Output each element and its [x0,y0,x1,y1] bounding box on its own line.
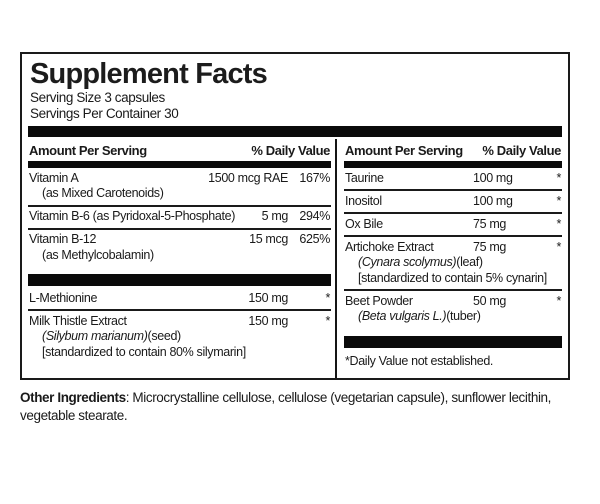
facts-column-left: Amount Per Serving % Daily Value Vitamin… [28,139,331,378]
left-amount-per-serving-header: Amount Per Serving [29,143,147,158]
nutrient-row-artichoke: Artichoke Extract 75 mg * (Cynara scolym… [344,237,562,291]
standardization-note: [standardized to contain 80% silymarin] [42,344,246,359]
nutrient-row-milk-thistle: Milk Thistle Extract 150 mg * (Silybum m… [28,311,331,363]
nutrient-name: Milk Thistle Extract [29,313,127,328]
nutrient-amount: 75 mg [473,239,506,254]
nutrient-dv: 294% [299,209,330,223]
left-daily-value-header: % Daily Value [251,143,330,158]
plant-part: (leaf) [456,255,483,269]
nutrient-amount: 100 mg [473,193,513,208]
plant-part: (tuber) [446,309,481,323]
nutrient-dv: * [556,293,561,308]
nutrient-dv: * [325,313,330,328]
serving-size-text: Serving Size 3 capsules [30,90,165,105]
nutrient-dv: * [556,239,561,254]
nutrient-amount: 50 mg [473,293,506,308]
right-column-header: Amount Per Serving % Daily Value [344,139,562,161]
nutrient-amount: 100 mg [473,170,513,185]
nutrient-form-note: (as Methylcobalamin) [42,247,154,262]
nutrient-name: Inositol [345,193,382,208]
nutrient-name: Artichoke Extract [345,239,434,254]
daily-value-footnote: *Daily Value not established. [345,353,494,368]
nutrient-row-l-methionine: L-Methionine 150 mg * [28,288,331,311]
nutrient-row-taurine: Taurine 100 mg * [344,168,562,191]
facts-column-right: Amount Per Serving % Daily Value Taurine… [337,139,562,378]
nutrient-row-ox-bile: Ox Bile 75 mg * [344,214,562,237]
nutrient-dv: * [325,290,330,305]
left-header-bar [28,161,331,168]
botanical-name-line: (Silybum marianum)(seed) [29,329,330,345]
nutrient-amount: 150 mg [248,290,288,305]
facts-columns: Amount Per Serving % Daily Value Vitamin… [28,139,562,378]
nutrient-amount: 75 mg [473,216,506,231]
nutrient-name: Ox Bile [345,216,383,231]
nutrient-row-vitamin-b12: Vitamin B-12 15 mcg 625% (as Methylcobal… [28,230,331,267]
nutrient-dv: * [556,170,561,185]
botanical-latin-name: (Cynara scolymus) [358,255,457,269]
nutrient-form-note: (as Mixed Carotenoids) [42,186,164,200]
nutrient-amount: 15 mcg [249,232,288,246]
other-ingredients-label: Other Ingredients [20,390,126,405]
other-ingredients-line1: Other Ingredients: Microcrystalline cell… [20,389,590,407]
servings-per-container-text: Servings Per Container 30 [30,106,179,121]
other-ingredients-paragraph: Other Ingredients: Microcrystalline cell… [20,389,590,424]
nutrient-row-beet-powder: Beet Powder 50 mg * (Beta vulgaris L.)(t… [344,291,562,328]
nutrient-dv: 625% [299,232,330,246]
nutrient-name: Vitamin A [29,170,79,185]
nutrient-row-vitamin-b6: Vitamin B-6 (as Pyridoxal-5-Phosphate) 5… [28,207,331,230]
nutrient-row-vitamin-a: Vitamin A 1500 mcg RAE 167% (as Mixed Ca… [28,168,331,207]
other-ingredients-text: : Microcrystalline cellulose, cellulose … [125,390,552,405]
header-divider-bar [28,126,562,137]
nutrient-row-inositol: Inositol 100 mg * [344,191,562,214]
nutrient-dv: * [556,216,561,231]
right-section-bar [344,335,562,348]
nutrient-name: Taurine [345,170,384,185]
right-amount-per-serving-header: Amount Per Serving [345,143,463,158]
nutrient-name: L-Methionine [29,290,98,305]
left-column-header: Amount Per Serving % Daily Value [28,139,331,161]
botanical-name-line: (Beta vulgaris L.)(tuber) [345,309,561,325]
left-section-bar [28,274,331,286]
nutrient-amount: 5 mg [261,209,289,223]
botanical-name-line: (Cynara scolymus)(leaf) [345,255,561,271]
supplement-facts-panel: Supplement Facts Serving Size 3 capsules… [20,52,570,380]
botanical-latin-name: (Silybum marianum) [42,329,148,343]
plant-part: (seed) [147,329,182,343]
nutrient-name: Beet Powder [345,293,413,308]
nutrient-amount: 1500 mcg RAE [208,170,288,185]
nutrient-name: Vitamin B-6 (as Pyridoxal-5-Phosphate) [29,209,236,223]
botanical-latin-name: (Beta vulgaris L.) [358,309,447,323]
standardization-note: [standardized to contain 5% cynarin] [358,270,547,285]
other-ingredients-line2: vegetable stearate. [20,407,128,423]
nutrient-amount: 150 mg [248,313,288,328]
right-header-bar [344,161,562,168]
nutrient-dv: 167% [299,170,330,185]
right-daily-value-header: % Daily Value [482,143,561,158]
nutrient-name: Vitamin B-12 [29,232,97,246]
panel-title: Supplement Facts [30,58,268,90]
column-divider-line [335,139,337,378]
nutrient-dv: * [556,193,561,208]
